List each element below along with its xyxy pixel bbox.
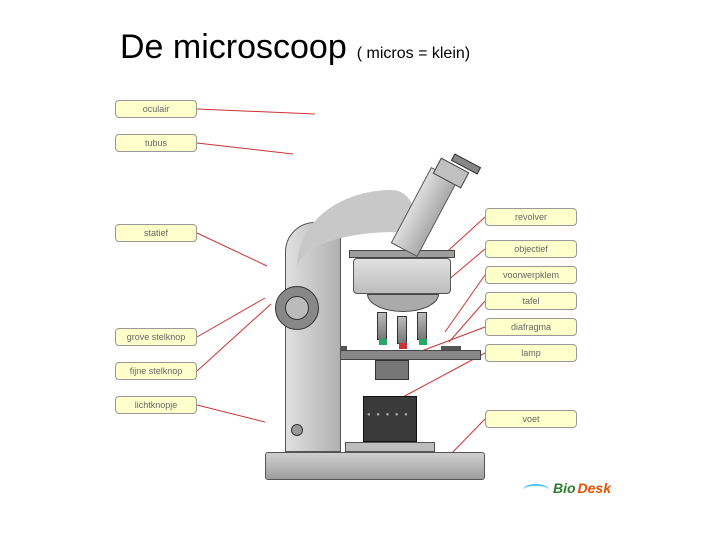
microscope-base bbox=[265, 452, 485, 480]
label-statief: statief bbox=[115, 224, 197, 242]
label-lichtknopje: lichtknopje bbox=[115, 396, 197, 414]
fine-focus-knob bbox=[285, 296, 309, 320]
label-objectief: objectief bbox=[485, 240, 577, 258]
microscope-illustration: ● ● ● ● ● bbox=[255, 90, 495, 480]
objective-lens-2 bbox=[397, 316, 407, 344]
stage-clip-right bbox=[441, 346, 461, 350]
label-oculair: oculair bbox=[115, 100, 197, 118]
objective-lens-3 bbox=[417, 312, 427, 340]
label-diafragma: diafragma bbox=[485, 318, 577, 336]
biodesk-logo: BioDesk bbox=[523, 480, 611, 496]
label-tubus: tubus bbox=[115, 134, 197, 152]
logo-text-desk: Desk bbox=[578, 480, 611, 496]
lamp-switch bbox=[291, 424, 303, 436]
microscope-nosepiece bbox=[367, 294, 439, 312]
microscope-diaphragm bbox=[375, 360, 409, 380]
objective-lens-1 bbox=[377, 312, 387, 340]
label-tafel: tafel bbox=[485, 292, 577, 310]
page-title: De microscoop bbox=[120, 28, 347, 67]
illuminator-vents: ● ● ● ● ● bbox=[367, 412, 410, 418]
microscope-illuminator bbox=[363, 396, 417, 442]
microscope-diagram: ● ● ● ● ● oculair tubus statief grove stelk… bbox=[115, 80, 615, 500]
label-grove-stelknop: grove stelknop bbox=[115, 328, 197, 346]
logo-swoosh-icon bbox=[523, 484, 549, 496]
label-voorwerpklem: voorwerpklem bbox=[485, 266, 577, 284]
page-subtitle: ( micros = klein) bbox=[357, 45, 470, 63]
microscope-head-ring bbox=[349, 250, 455, 258]
microscope-base-column bbox=[345, 442, 435, 452]
label-revolver: revolver bbox=[485, 208, 577, 226]
label-voet: voet bbox=[485, 410, 577, 428]
label-fijne-stelknop: fijne stelknop bbox=[115, 362, 197, 380]
logo-text-bio: Bio bbox=[553, 480, 576, 496]
microscope-head bbox=[353, 258, 451, 294]
label-lamp: lamp bbox=[485, 344, 577, 362]
